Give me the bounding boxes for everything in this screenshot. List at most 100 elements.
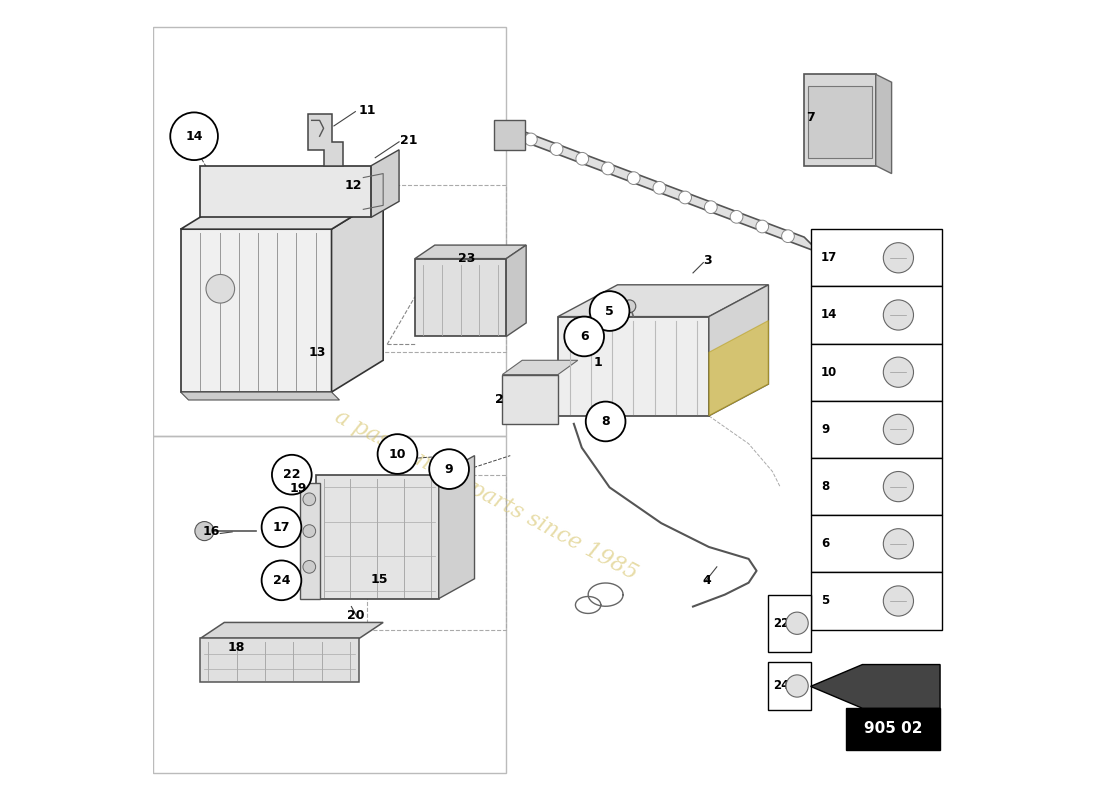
Bar [808, 86, 871, 158]
Text: 13: 13 [308, 346, 326, 359]
Bar [367, 475, 506, 630]
Text: 4: 4 [703, 574, 712, 587]
Text: 14: 14 [185, 130, 202, 142]
Polygon shape [708, 285, 769, 416]
Text: 16: 16 [202, 526, 220, 538]
Circle shape [302, 493, 316, 506]
Text: 1: 1 [593, 356, 602, 369]
Circle shape [623, 300, 636, 313]
Text: 8: 8 [821, 480, 829, 493]
Circle shape [585, 402, 626, 442]
Polygon shape [200, 622, 383, 638]
Polygon shape [439, 456, 474, 598]
Text: 24: 24 [273, 574, 290, 587]
Circle shape [272, 455, 311, 494]
Polygon shape [180, 392, 340, 400]
Circle shape [206, 274, 234, 303]
Polygon shape [494, 120, 525, 150]
Text: 15: 15 [371, 573, 388, 586]
Text: 20: 20 [346, 609, 364, 622]
Text: 24: 24 [773, 679, 790, 693]
Text: 14: 14 [821, 309, 837, 322]
Text: 17: 17 [821, 251, 837, 264]
Circle shape [590, 291, 629, 331]
Text: 905 02: 905 02 [864, 722, 923, 737]
Circle shape [302, 561, 316, 573]
Polygon shape [200, 638, 360, 682]
Polygon shape [503, 360, 578, 374]
Circle shape [756, 220, 769, 233]
Polygon shape [372, 150, 399, 218]
Polygon shape [811, 665, 940, 708]
Circle shape [262, 561, 301, 600]
Text: 10: 10 [388, 447, 406, 461]
Circle shape [883, 300, 913, 330]
Bar [153, 436, 506, 774]
Polygon shape [876, 74, 892, 174]
Circle shape [525, 133, 537, 146]
Bar [811, 286, 942, 343]
Circle shape [429, 450, 469, 489]
Bar [153, 26, 506, 436]
Text: 9: 9 [444, 462, 453, 476]
Bar [846, 708, 940, 750]
Text: 5: 5 [821, 594, 829, 607]
Circle shape [679, 191, 692, 204]
Circle shape [302, 525, 316, 538]
Polygon shape [415, 245, 526, 258]
Polygon shape [200, 166, 372, 218]
Polygon shape [308, 114, 343, 166]
Bar [811, 401, 942, 458]
Text: a passion for parts since 1985: a passion for parts since 1985 [331, 406, 641, 585]
Text: 12: 12 [344, 179, 362, 192]
Text: 6: 6 [580, 330, 588, 343]
Text: 21: 21 [399, 134, 417, 146]
Circle shape [704, 201, 717, 214]
Circle shape [883, 586, 913, 616]
Bar [811, 229, 942, 286]
Polygon shape [503, 374, 558, 424]
Polygon shape [506, 245, 526, 337]
Circle shape [883, 471, 913, 502]
Circle shape [564, 317, 604, 356]
Polygon shape [415, 258, 506, 337]
Bar [769, 662, 811, 710]
Polygon shape [804, 74, 876, 166]
Text: 19: 19 [289, 482, 307, 495]
Polygon shape [558, 317, 708, 416]
Circle shape [883, 242, 913, 273]
Text: 11: 11 [359, 103, 376, 117]
Text: 6: 6 [821, 538, 829, 550]
Circle shape [786, 612, 808, 634]
Text: 22: 22 [283, 468, 300, 481]
Polygon shape [508, 126, 821, 253]
Circle shape [883, 414, 913, 445]
Text: 18: 18 [228, 642, 245, 654]
Text: 8: 8 [602, 415, 609, 428]
Circle shape [377, 434, 417, 474]
Circle shape [627, 172, 640, 185]
Circle shape [786, 675, 808, 697]
Bar [769, 594, 811, 652]
Circle shape [550, 142, 563, 155]
Circle shape [576, 153, 588, 165]
Circle shape [262, 507, 301, 547]
Bar [367, 186, 506, 352]
Text: 3: 3 [703, 254, 712, 267]
Circle shape [730, 210, 743, 223]
Bar [811, 343, 942, 401]
Text: 17: 17 [273, 521, 290, 534]
Bar [811, 458, 942, 515]
Text: 5: 5 [605, 305, 614, 318]
Polygon shape [331, 198, 383, 392]
Bar [811, 515, 942, 572]
Text: 7: 7 [806, 111, 815, 125]
Polygon shape [300, 483, 320, 598]
Polygon shape [180, 198, 383, 229]
Polygon shape [316, 475, 439, 598]
Text: 22: 22 [773, 617, 790, 630]
Bar [811, 572, 942, 630]
Polygon shape [708, 321, 769, 416]
Circle shape [883, 529, 913, 559]
Text: 2: 2 [495, 394, 504, 406]
